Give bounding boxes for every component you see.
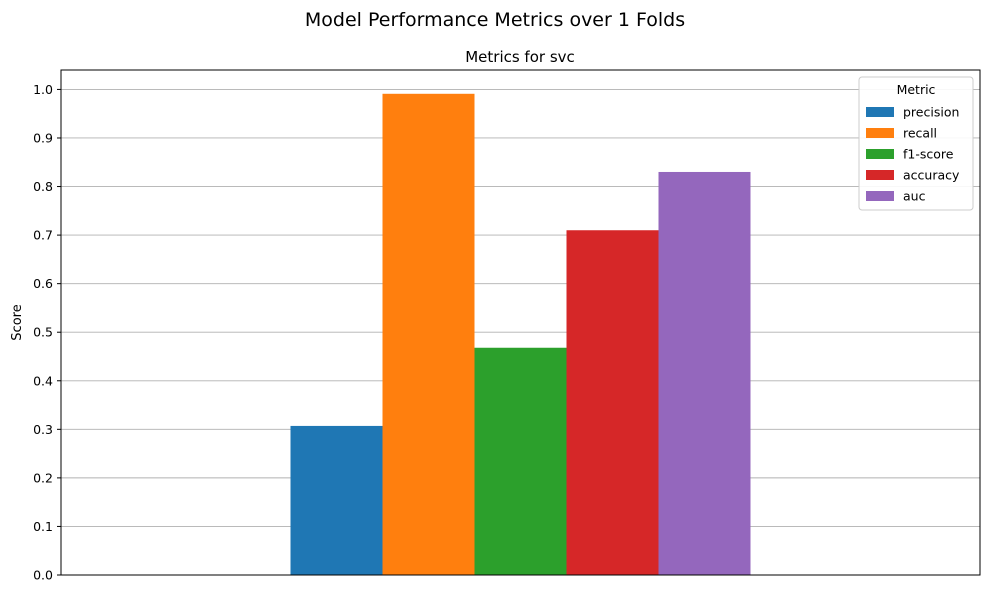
- bar-recall: [382, 93, 475, 575]
- y-tick-label: 0.0: [33, 568, 53, 583]
- y-tick-label: 0.4: [33, 373, 53, 388]
- legend-swatch-f1-score: [866, 149, 894, 159]
- y-tick-label: 1.0: [33, 82, 53, 97]
- bars: [290, 93, 751, 575]
- y-tick-label: 0.9: [33, 130, 53, 145]
- legend-label-auc: auc: [903, 189, 926, 204]
- y-tick-label: 0.5: [33, 325, 53, 340]
- axes-border: [60, 69, 981, 576]
- legend-label-precision: precision: [903, 105, 959, 120]
- legend-swatch-auc: [866, 191, 894, 201]
- y-axis-label: Score: [10, 304, 25, 340]
- chart-title: Metrics for svc: [465, 48, 575, 66]
- bar-accuracy: [566, 230, 659, 575]
- legend-label-f1-score: f1-score: [903, 147, 954, 162]
- y-tick-label: 0.6: [33, 276, 53, 291]
- legend[interactable]: Metric precision recall f1-score accuracy auc: [858, 76, 974, 211]
- legend-swatch-accuracy: [866, 170, 894, 180]
- bar-precision: [290, 425, 383, 575]
- bar-auc: [658, 171, 751, 575]
- y-tick-label: 0.2: [33, 470, 53, 485]
- figure-suptitle: Model Performance Metrics over 1 Folds: [305, 9, 685, 31]
- legend-swatch-precision: [866, 107, 894, 117]
- y-tick-label: 0.3: [33, 422, 53, 437]
- y-tick-label: 0.7: [33, 228, 53, 243]
- legend-label-recall: recall: [903, 126, 937, 141]
- y-tick-label: 0.1: [33, 519, 53, 534]
- y-tick-label: 0.8: [33, 179, 53, 194]
- legend-title: Metric: [897, 82, 936, 97]
- axes-frame: [60, 69, 981, 576]
- legend-swatch-recall: [866, 128, 894, 138]
- legend-label-accuracy: accuracy: [903, 168, 960, 183]
- bar-f1-score: [474, 347, 567, 575]
- y-ticks: 0.0 0.1 0.2 0.3 0.4 0.5 0.6 0.7 0.8 0.9 1.0: [33, 82, 61, 583]
